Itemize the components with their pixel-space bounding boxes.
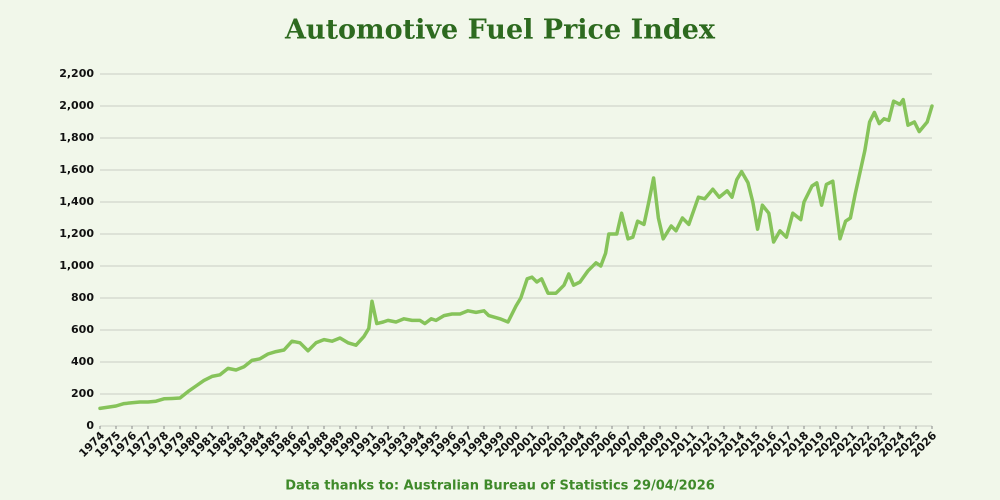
y-tick-label: 1,600 (59, 163, 94, 176)
y-tick-label: 800 (71, 291, 94, 304)
y-tick-label: 0 (86, 419, 94, 432)
data-line (98, 97, 934, 411)
y-tick-label: 400 (71, 355, 94, 368)
y-tick-label: 1,000 (59, 259, 94, 272)
y-tick-label: 200 (71, 387, 94, 400)
y-tick-label: 2,200 (59, 67, 94, 80)
y-tick-label: 1,400 (59, 195, 94, 208)
y-tick-label: 1,200 (59, 227, 94, 240)
y-tick-label: 1,800 (59, 131, 94, 144)
y-tick-label: 2,000 (59, 99, 94, 112)
chart-title: Automotive Fuel Price Index (284, 15, 716, 46)
y-tick-label: 600 (71, 323, 94, 336)
caption: Data thanks to: Australian Bureau of Sta… (285, 479, 715, 494)
